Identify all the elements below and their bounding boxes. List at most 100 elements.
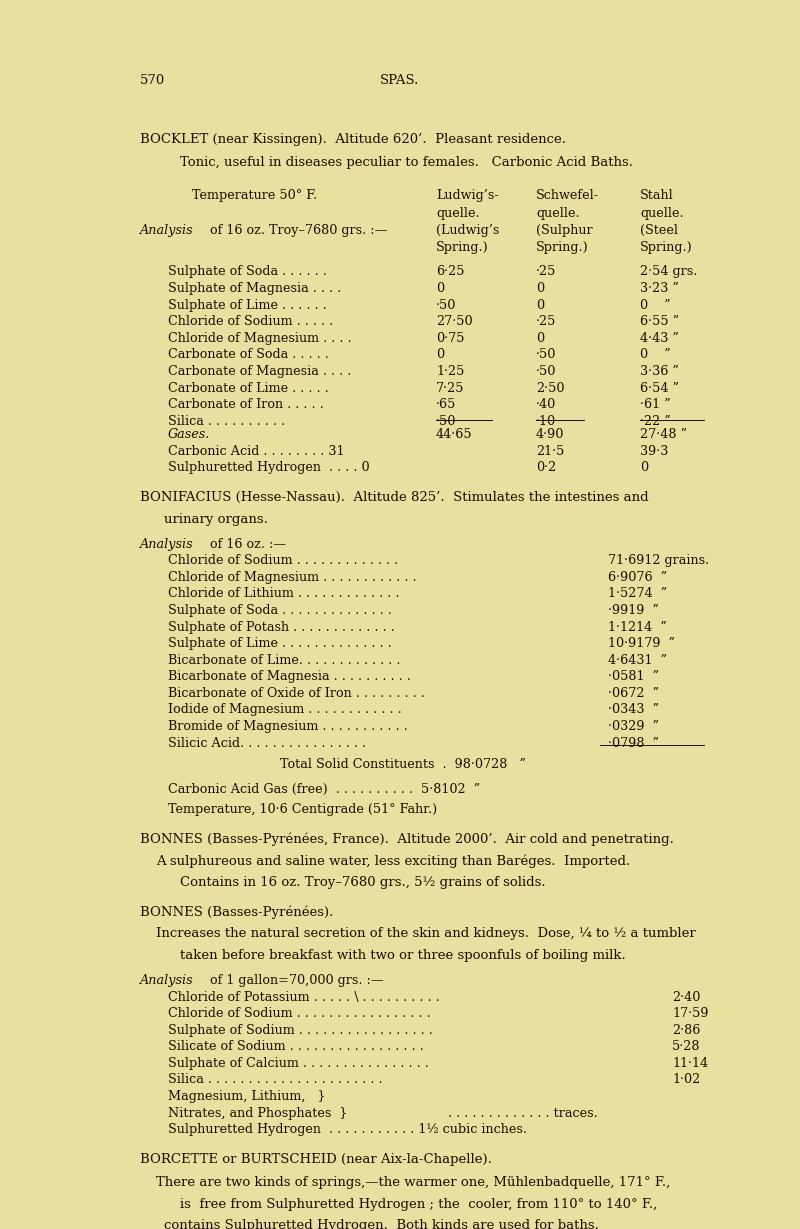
Text: of 1 gallon=70,000 grs. :—: of 1 gallon=70,000 grs. :—: [206, 973, 383, 987]
Text: 39·3: 39·3: [640, 445, 668, 457]
Text: Iodide of Magnesium . . . . . . . . . . . .: Iodide of Magnesium . . . . . . . . . . …: [168, 703, 402, 717]
Text: ·50: ·50: [436, 299, 456, 312]
Text: 6·25: 6·25: [436, 265, 465, 279]
Text: ·0581  ”: ·0581 ”: [608, 670, 659, 683]
Text: BORCETTE or BURTSCHEID (near Aix-la-Chapelle).: BORCETTE or BURTSCHEID (near Aix-la-Chap…: [140, 1153, 492, 1166]
Text: 0    ”: 0 ”: [640, 348, 670, 361]
Text: Bicarbonate of Lime. . . . . . . . . . . . .: Bicarbonate of Lime. . . . . . . . . . .…: [168, 654, 401, 666]
Text: Silica . . . . . . . . . . . . . . . . . . . . . .: Silica . . . . . . . . . . . . . . . . .…: [168, 1073, 382, 1086]
Text: Nitrates, and Phosphates  }: Nitrates, and Phosphates }: [168, 1106, 347, 1120]
Text: Sulphate of Soda . . . . . .: Sulphate of Soda . . . . . .: [168, 265, 327, 279]
Text: Silicate of Sodium . . . . . . . . . . . . . . . . .: Silicate of Sodium . . . . . . . . . . .…: [168, 1040, 424, 1053]
Text: 7·25: 7·25: [436, 381, 465, 395]
Text: 1·02: 1·02: [672, 1073, 700, 1086]
Text: Sulphate of Potash . . . . . . . . . . . . .: Sulphate of Potash . . . . . . . . . . .…: [168, 621, 394, 633]
Text: (Sulphur: (Sulphur: [536, 224, 593, 237]
Text: ·61 ”: ·61 ”: [640, 398, 670, 412]
Text: BONNES (Basses-Pyrénées).: BONNES (Basses-Pyrénées).: [140, 906, 334, 919]
Text: 11·14: 11·14: [672, 1057, 708, 1070]
Text: ·0329  ”: ·0329 ”: [608, 720, 659, 732]
Text: Analysis: Analysis: [140, 224, 194, 237]
Text: (Ludwig’s: (Ludwig’s: [436, 224, 499, 237]
Text: ·0798  ”: ·0798 ”: [608, 736, 659, 750]
Text: 2·86: 2·86: [672, 1024, 700, 1037]
Text: BOCKLET (near Kissingen).  Altitude 620’.  Pleasant residence.: BOCKLET (near Kissingen). Altitude 620’.…: [140, 133, 566, 146]
Text: Spring.): Spring.): [436, 241, 489, 253]
Text: Temperature, 10·6 Centigrade (51° Fahr.): Temperature, 10·6 Centigrade (51° Fahr.): [168, 803, 438, 816]
Text: 0·75: 0·75: [436, 332, 465, 345]
Text: 0·2: 0·2: [536, 461, 556, 474]
Text: 71·6912 grains.: 71·6912 grains.: [608, 554, 710, 567]
Text: 1·1214  ”: 1·1214 ”: [608, 621, 666, 633]
Text: 6·54 ”: 6·54 ”: [640, 381, 679, 395]
Text: 0: 0: [640, 461, 648, 474]
Text: Carbonic Acid . . . . . . . . 31: Carbonic Acid . . . . . . . . 31: [168, 445, 345, 457]
Text: 0: 0: [436, 283, 444, 295]
Text: Sulphate of Sodium . . . . . . . . . . . . . . . . .: Sulphate of Sodium . . . . . . . . . . .…: [168, 1024, 433, 1037]
Text: ·0672  ”: ·0672 ”: [608, 687, 659, 699]
Text: 2·50: 2·50: [536, 381, 565, 395]
Text: Sulphate of Calcium . . . . . . . . . . . . . . . .: Sulphate of Calcium . . . . . . . . . . …: [168, 1057, 429, 1070]
Text: 1·25: 1·25: [436, 365, 464, 379]
Text: Analysis: Analysis: [140, 973, 194, 987]
Text: Chloride of Sodium . . . . . . . . . . . . . . . . .: Chloride of Sodium . . . . . . . . . . .…: [168, 1007, 430, 1020]
Text: Analysis: Analysis: [140, 537, 194, 551]
Text: ·22 ”: ·22 ”: [640, 414, 670, 428]
Text: 4·6431  ”: 4·6431 ”: [608, 654, 667, 666]
Text: 0: 0: [436, 348, 444, 361]
Text: 44·65: 44·65: [436, 428, 473, 441]
Text: Silicic Acid. . . . . . . . . . . . . . . .: Silicic Acid. . . . . . . . . . . . . . …: [168, 736, 366, 750]
Text: 1·5274  ”: 1·5274 ”: [608, 587, 667, 600]
Text: Chloride of Potassium . . . . . \ . . . . . . . . . .: Chloride of Potassium . . . . . \ . . . …: [168, 991, 440, 1004]
Text: 0: 0: [536, 332, 544, 345]
Text: Chloride of Lithium . . . . . . . . . . . . .: Chloride of Lithium . . . . . . . . . . …: [168, 587, 399, 600]
Text: quelle.: quelle.: [640, 208, 684, 220]
Text: Spring.): Spring.): [640, 241, 693, 253]
Text: Bicarbonate of Magnesia . . . . . . . . . .: Bicarbonate of Magnesia . . . . . . . . …: [168, 670, 411, 683]
Text: quelle.: quelle.: [536, 208, 580, 220]
Text: Magnesium, Lithium,   }: Magnesium, Lithium, }: [168, 1090, 326, 1104]
Text: BONNES (Basses-Pyrénées, France).  Altitude 2000’.  Air cold and penetrating.: BONNES (Basses-Pyrénées, France). Altitu…: [140, 833, 674, 847]
Text: Sulphate of Lime . . . . . .: Sulphate of Lime . . . . . .: [168, 299, 326, 312]
Text: Chloride of Sodium . . . . . . . . . . . . .: Chloride of Sodium . . . . . . . . . . .…: [168, 554, 398, 567]
Text: There are two kinds of springs,—the warmer one, Mühlenbadquelle, 171° F.,: There are two kinds of springs,—the warm…: [156, 1176, 670, 1190]
Text: SPAS.: SPAS.: [380, 74, 420, 87]
Text: 4·43 ”: 4·43 ”: [640, 332, 679, 345]
Text: Sulphuretted Hydrogen  . . . . . . . . . . . 1½ cubic inches.: Sulphuretted Hydrogen . . . . . . . . . …: [168, 1123, 527, 1137]
Text: Carbonate of Magnesia . . . .: Carbonate of Magnesia . . . .: [168, 365, 351, 379]
Text: urinary organs.: urinary organs.: [164, 512, 268, 526]
Text: ·50: ·50: [536, 365, 556, 379]
Text: ·50: ·50: [436, 414, 456, 428]
Text: 3·36 ”: 3·36 ”: [640, 365, 679, 379]
Text: . . . . . . . . . . . . . traces.: . . . . . . . . . . . . . traces.: [448, 1106, 598, 1120]
Text: ·25: ·25: [536, 265, 556, 279]
Text: ·65: ·65: [436, 398, 456, 412]
Text: Chloride of Sodium . . . . .: Chloride of Sodium . . . . .: [168, 315, 334, 328]
Text: Total Solid Constituents  .  98·0728   ”: Total Solid Constituents . 98·0728 ”: [280, 758, 526, 772]
Text: 6·9076  ”: 6·9076 ”: [608, 570, 667, 584]
Text: 0    ”: 0 ”: [640, 299, 670, 312]
Text: ·50: ·50: [536, 348, 556, 361]
Text: 570: 570: [140, 74, 166, 87]
Text: Tonic, useful in diseases peculiar to females.   Carbonic Acid Baths.: Tonic, useful in diseases peculiar to fe…: [180, 156, 633, 168]
Text: of 16 oz. Troy–7680 grs. :—: of 16 oz. Troy–7680 grs. :—: [206, 224, 387, 237]
Text: 3·23 ”: 3·23 ”: [640, 283, 679, 295]
Text: Increases the natural secretion of the skin and kidneys.  Dose, ¼ to ½ a tumbler: Increases the natural secretion of the s…: [156, 928, 696, 940]
Text: quelle.: quelle.: [436, 208, 480, 220]
Text: taken before breakfast with two or three spoonfuls of boiling milk.: taken before breakfast with two or three…: [180, 949, 626, 962]
Text: Carbonate of Soda . . . . .: Carbonate of Soda . . . . .: [168, 348, 329, 361]
Text: Sulphuretted Hydrogen  . . . . 0: Sulphuretted Hydrogen . . . . 0: [168, 461, 370, 474]
Text: Sulphate of Soda . . . . . . . . . . . . . .: Sulphate of Soda . . . . . . . . . . . .…: [168, 603, 392, 617]
Text: 2·54 grs.: 2·54 grs.: [640, 265, 698, 279]
Text: Temperature 50° F.: Temperature 50° F.: [192, 189, 317, 202]
Text: 27·50: 27·50: [436, 315, 473, 328]
Text: Contains in 16 oz. Troy–7680 grs., 5½ grains of solids.: Contains in 16 oz. Troy–7680 grs., 5½ gr…: [180, 876, 546, 889]
Text: Schwefel-: Schwefel-: [536, 189, 599, 202]
Text: Sulphate of Lime . . . . . . . . . . . . . .: Sulphate of Lime . . . . . . . . . . . .…: [168, 637, 392, 650]
Text: ·25: ·25: [536, 315, 556, 328]
Text: (Steel: (Steel: [640, 224, 678, 237]
Text: 4·90: 4·90: [536, 428, 564, 441]
Text: 17·59: 17·59: [672, 1007, 709, 1020]
Text: Stahl: Stahl: [640, 189, 674, 202]
Text: 5·28: 5·28: [672, 1040, 701, 1053]
